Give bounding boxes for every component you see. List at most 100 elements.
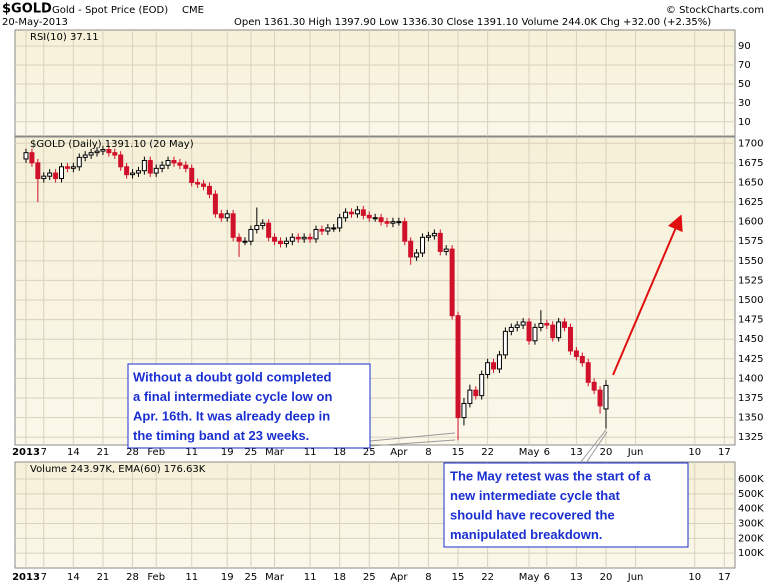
candle-body bbox=[390, 221, 396, 224]
x-tick-label: Jun bbox=[627, 572, 644, 583]
candle-body bbox=[414, 252, 420, 258]
y-tick-label: 70 bbox=[738, 60, 751, 71]
x-tick-label: Mar bbox=[265, 447, 285, 458]
y-tick-label: 1350 bbox=[738, 413, 763, 424]
candle-body bbox=[319, 228, 325, 232]
y-tick-label: 30 bbox=[738, 98, 751, 109]
x-tick-label: Apr bbox=[390, 447, 408, 458]
price-panel bbox=[14, 136, 736, 446]
candle-body bbox=[520, 321, 526, 326]
arrow bbox=[612, 214, 683, 376]
x-tick-label: 25 bbox=[363, 572, 376, 583]
candle-body bbox=[47, 172, 53, 177]
rsi-panel bbox=[14, 29, 736, 137]
candle-body bbox=[491, 362, 497, 370]
x-tick-label: 20 bbox=[600, 572, 613, 583]
candle-body bbox=[147, 160, 153, 174]
annotation-box bbox=[127, 363, 371, 449]
candle-body bbox=[76, 156, 82, 168]
candle-body bbox=[567, 326, 573, 352]
x-tick-label: 7 bbox=[41, 572, 47, 583]
candle-body bbox=[360, 209, 366, 216]
candle-body bbox=[396, 221, 402, 224]
candle-body bbox=[425, 235, 431, 238]
x-tick-label: 11 bbox=[304, 572, 317, 583]
candle-body bbox=[538, 323, 544, 328]
x-tick-label: 18 bbox=[333, 572, 346, 583]
candle-body bbox=[189, 167, 195, 183]
y-tick-label: 1450 bbox=[738, 334, 763, 345]
candle-body bbox=[585, 362, 591, 383]
y-tick-label: 500K bbox=[738, 489, 764, 500]
candle-body bbox=[532, 326, 538, 342]
symbol: $GOLD bbox=[2, 2, 52, 17]
x-tick-label: 14 bbox=[67, 572, 80, 583]
candle-body bbox=[171, 160, 177, 164]
candle-body bbox=[443, 248, 449, 252]
y-tick-label: 1500 bbox=[738, 295, 763, 306]
annotation-text: new intermediate cycle that bbox=[450, 488, 620, 503]
y-tick-label: 600K bbox=[738, 474, 764, 485]
candle-body bbox=[141, 160, 147, 172]
candle-body bbox=[579, 355, 585, 364]
candle-body bbox=[124, 166, 130, 176]
candle-body bbox=[153, 167, 159, 174]
candle-body bbox=[437, 232, 443, 252]
candle-body bbox=[165, 160, 171, 166]
x-tick-label: 14 bbox=[67, 447, 80, 458]
x-tick-label: Feb bbox=[147, 447, 165, 458]
annotation-text: should have recovered the bbox=[450, 507, 615, 522]
y-tick-label: 100K bbox=[738, 548, 764, 559]
candle-body bbox=[556, 321, 562, 339]
x-tick-label: 10 bbox=[688, 447, 701, 458]
candle-body bbox=[313, 228, 319, 240]
candle-body bbox=[260, 222, 266, 227]
pointer bbox=[585, 431, 608, 464]
candle-body bbox=[496, 354, 502, 370]
candle-body bbox=[29, 152, 35, 164]
candle-body bbox=[277, 240, 283, 245]
annotation-box bbox=[443, 462, 689, 548]
x-tick-label: 28 bbox=[126, 447, 139, 458]
candle-body bbox=[550, 324, 556, 339]
candle-body bbox=[354, 209, 360, 215]
rsi-label: RSI(10) 37.11 bbox=[30, 32, 99, 43]
pointer bbox=[369, 432, 456, 442]
x-tick-label: 25 bbox=[245, 447, 258, 458]
y-tick-label: 1550 bbox=[738, 256, 763, 267]
candle-body bbox=[41, 175, 47, 180]
y-tick-label: 1575 bbox=[738, 236, 763, 247]
x-tick-label: 2013 bbox=[12, 572, 40, 583]
x-tick-label: 21 bbox=[97, 447, 110, 458]
candle-body bbox=[378, 217, 384, 223]
x-tick-label: 15 bbox=[452, 447, 465, 458]
candle-body bbox=[479, 373, 485, 397]
y-tick-label: 1475 bbox=[738, 315, 763, 326]
candle-body bbox=[100, 149, 106, 152]
candle-body bbox=[242, 240, 248, 243]
candle-body bbox=[272, 236, 278, 242]
copyright: © StockCharts.com bbox=[666, 5, 764, 16]
candle-body bbox=[455, 315, 461, 419]
candle-body bbox=[159, 164, 165, 169]
candle-body bbox=[343, 211, 349, 219]
x-tick-label: 17 bbox=[718, 572, 731, 583]
marks bbox=[23, 145, 609, 441]
candle-body bbox=[408, 240, 414, 258]
volume-label: Volume 243.97K, EMA(60) 176.63K bbox=[30, 464, 206, 475]
annotation-text: a final intermediate cycle low on bbox=[133, 389, 332, 404]
x-tick-label: 11 bbox=[185, 572, 198, 583]
annotations: Without a doubt gold completed a final in… bbox=[133, 369, 652, 542]
grid: 1030507090132513501375140014251450147515… bbox=[12, 30, 764, 583]
y-tick-label: 1625 bbox=[738, 197, 763, 208]
candle-body bbox=[183, 164, 189, 169]
annotation-text: the timing band at 23 weeks. bbox=[133, 428, 309, 443]
y-tick-label: 1400 bbox=[738, 373, 763, 384]
candle-body bbox=[603, 384, 609, 410]
annotation-text: manipulated breakdown. bbox=[450, 527, 602, 542]
candle-body bbox=[384, 221, 390, 224]
candle-body bbox=[64, 166, 70, 169]
x-tick-label: 18 bbox=[333, 447, 346, 458]
x-tick-label: 10 bbox=[688, 572, 701, 583]
